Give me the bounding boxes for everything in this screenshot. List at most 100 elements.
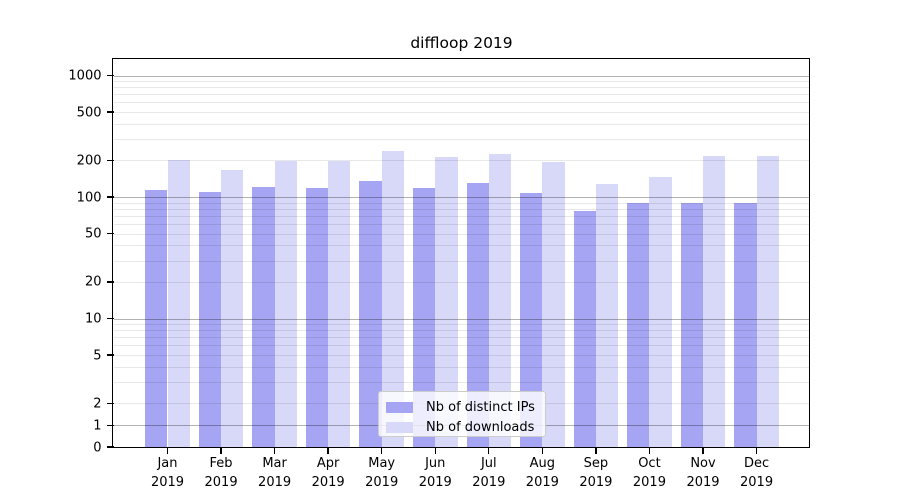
x-tick-jun bbox=[434, 447, 436, 454]
x-tick-label-aug: Aug 2019 bbox=[512, 454, 572, 492]
bar-downloads-jul bbox=[488, 153, 512, 447]
y-tick-label-10: 10 bbox=[84, 311, 102, 327]
y-tick-label-20: 20 bbox=[84, 274, 102, 290]
bar-distinct-ips-nov bbox=[680, 202, 703, 447]
y-tick-10 bbox=[106, 317, 114, 320]
bar-downloads-jan bbox=[167, 160, 190, 447]
bar-distinct-ips-jun bbox=[412, 188, 436, 447]
gridline-minor-70 bbox=[113, 215, 809, 217]
y-tick-label-50: 50 bbox=[84, 226, 102, 242]
x-tick-label-jul: Jul 2019 bbox=[459, 454, 519, 492]
gridline-major-10 bbox=[113, 318, 809, 320]
x-tick-label-jan: Jan 2019 bbox=[138, 454, 198, 492]
bar-distinct-ips-dec bbox=[734, 202, 757, 447]
x-tick-oct bbox=[648, 447, 651, 454]
y-tick-100 bbox=[106, 196, 114, 198]
month-label: Jun bbox=[425, 456, 446, 471]
x-tick-apr bbox=[327, 447, 329, 454]
gridline-minor-90 bbox=[113, 202, 809, 204]
gridline-minor-3 bbox=[113, 382, 809, 384]
year-label: 2019 bbox=[632, 475, 666, 490]
month-label: Jan bbox=[157, 456, 178, 471]
x-tick-dec bbox=[755, 447, 758, 454]
year-label: 2019 bbox=[418, 475, 452, 490]
x-tick-label-nov: Nov 2019 bbox=[673, 454, 733, 492]
gridline-minor-900 bbox=[113, 81, 809, 83]
gridline-minor-4 bbox=[113, 366, 809, 368]
bar-downloads-nov bbox=[703, 156, 726, 447]
y-tick-1000 bbox=[106, 74, 114, 77]
x-tick-sep bbox=[595, 447, 597, 454]
legend-label-distinct-ips: Nb of distinct IPs bbox=[426, 399, 535, 415]
y-tick-500 bbox=[106, 111, 114, 113]
gridline-minor-50 bbox=[113, 233, 809, 235]
year-label: 2019 bbox=[525, 475, 559, 490]
gridline-minor-20 bbox=[113, 281, 809, 283]
bar-distinct-ips-jul bbox=[466, 183, 489, 447]
y-tick-label-100: 100 bbox=[76, 190, 102, 205]
x-tick-jul bbox=[488, 447, 490, 454]
bar-distinct-ips-jan bbox=[145, 189, 168, 447]
y-tick-label-500: 500 bbox=[76, 105, 102, 121]
year-label: 2019 bbox=[686, 475, 720, 490]
gridline-minor-8 bbox=[113, 330, 809, 332]
month-label: Feb bbox=[209, 456, 233, 471]
x-tick-label-sep: Sep 2019 bbox=[566, 454, 626, 492]
bar-distinct-ips-oct bbox=[627, 202, 650, 447]
year-label: 2019 bbox=[365, 475, 399, 490]
legend-item-distinct-ips: Nb of distinct IPs bbox=[386, 398, 545, 416]
x-tick-label-oct: Oct 2019 bbox=[619, 454, 679, 492]
bar-downloads-dec bbox=[756, 156, 779, 447]
y-tick-label-5: 5 bbox=[93, 348, 102, 364]
bar-downloads-aug bbox=[542, 162, 565, 447]
bar-downloads-apr bbox=[328, 160, 351, 447]
x-tick-label-jun: Jun 2019 bbox=[405, 454, 465, 492]
legend-swatch-downloads bbox=[386, 421, 413, 433]
legend: Nb of distinct IPs Nb of downloads bbox=[378, 391, 546, 437]
x-tick-may bbox=[381, 447, 383, 454]
gridline-major-100 bbox=[113, 197, 809, 198]
month-label: Mar bbox=[262, 456, 287, 471]
y-tick-5 bbox=[106, 354, 114, 356]
y-tick-label-1: 1 bbox=[93, 418, 102, 434]
x-tick-label-apr: Apr 2019 bbox=[298, 454, 358, 492]
gridline-minor-6 bbox=[113, 345, 809, 347]
year-label: 2019 bbox=[258, 475, 292, 490]
year-label: 2019 bbox=[740, 475, 774, 490]
gridline-minor-200 bbox=[113, 160, 809, 162]
y-tick-2 bbox=[106, 402, 114, 405]
year-label: 2019 bbox=[472, 475, 506, 490]
bar-distinct-ips-may bbox=[359, 180, 382, 447]
month-label: Oct bbox=[638, 456, 661, 471]
y-tick-label-0: 0 bbox=[93, 440, 102, 455]
month-label: Dec bbox=[743, 456, 770, 471]
y-tick-0 bbox=[106, 446, 114, 448]
x-tick-label-feb: Feb 2019 bbox=[191, 454, 251, 492]
bar-distinct-ips-aug bbox=[520, 192, 543, 447]
bar-downloads-jun bbox=[435, 157, 458, 447]
y-tick-200 bbox=[106, 159, 114, 162]
month-label: Aug bbox=[529, 456, 556, 471]
legend-swatch-ips bbox=[386, 401, 413, 413]
gridline-minor-500 bbox=[113, 112, 809, 114]
year-label: 2019 bbox=[579, 475, 613, 490]
x-tick-aug bbox=[541, 447, 544, 454]
gridline-major-1000 bbox=[113, 75, 809, 77]
chart-title: diffloop 2019 bbox=[410, 34, 513, 52]
month-label: Sep bbox=[583, 456, 609, 471]
month-label: May bbox=[368, 456, 396, 471]
year-label: 2019 bbox=[150, 475, 185, 490]
x-tick-mar bbox=[273, 447, 276, 454]
bar-downloads-oct bbox=[649, 176, 672, 447]
month-label: Nov bbox=[690, 456, 716, 471]
bar-downloads-may bbox=[381, 150, 404, 447]
y-tick-label-1000: 1000 bbox=[68, 68, 102, 84]
bar-distinct-ips-mar bbox=[252, 186, 275, 447]
gridline-minor-40 bbox=[113, 245, 809, 247]
gridline-minor-7 bbox=[113, 337, 809, 339]
year-label: 2019 bbox=[204, 475, 238, 490]
x-tick-feb bbox=[220, 447, 222, 454]
y-tick-label-200: 200 bbox=[76, 153, 102, 169]
gridline-minor-800 bbox=[113, 87, 809, 89]
